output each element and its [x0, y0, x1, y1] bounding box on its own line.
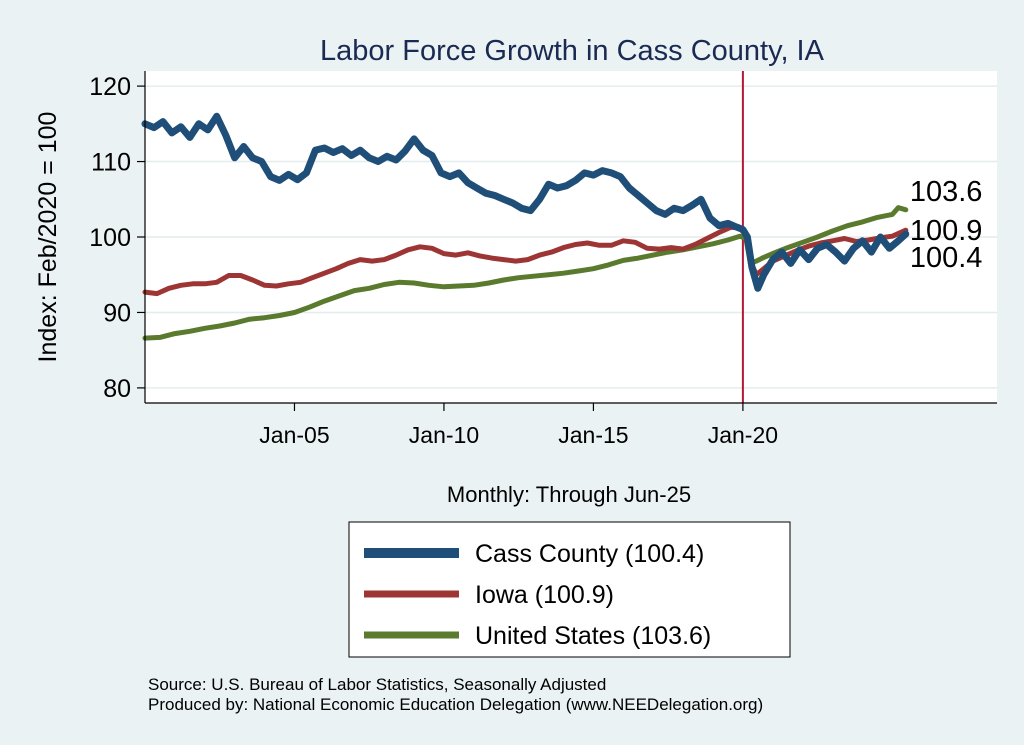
series-layer [141, 112, 910, 341]
y-tick-label-100: 100 [89, 224, 131, 252]
legend: Cass County (100.4) Iowa (100.9) United St… [364, 540, 711, 650]
legend-label-united-states: United States (103.6) [475, 622, 711, 650]
end-label-united-states: 103.6 [910, 176, 983, 208]
end-label-cass-county: 100.4 [910, 242, 983, 274]
y-tick-label-120: 120 [89, 73, 131, 101]
y-tick-label-90: 90 [103, 299, 131, 327]
y-axis-ticks: 80 90 100 110 120 [89, 73, 145, 403]
legend-label-cass-county: Cass County (100.4) [475, 540, 704, 568]
x-tick-label-Jan-15: Jan-15 [558, 422, 628, 448]
source-line-1: Source: U.S. Bureau of Labor Statistics,… [148, 675, 606, 694]
x-axis-title: Monthly: Through Jun-25 [447, 482, 691, 507]
series-line-united-states [142, 205, 909, 341]
y-tick-label-80: 80 [103, 375, 131, 403]
y-axis-title: Index: Feb/2020 = 100 [34, 112, 62, 363]
y-tick-label-110: 110 [91, 149, 131, 177]
x-tick-label-Jan-10: Jan-10 [409, 422, 479, 448]
x-axis-ticks: Jan-05 Jan-10 Jan-15 Jan-20 [259, 403, 778, 448]
x-tick-label-Jan-05: Jan-05 [259, 422, 329, 448]
series-line-cass-county [141, 112, 910, 292]
x-tick-label-Jan-20: Jan-20 [708, 422, 778, 448]
end-label-iowa: 100.9 [910, 215, 983, 247]
chart-title: Labor Force Growth in Cass County, IA [320, 35, 825, 67]
legend-label-iowa: Iowa (100.9) [475, 581, 614, 609]
source-line-2: Produced by: National Economic Education… [148, 695, 763, 714]
